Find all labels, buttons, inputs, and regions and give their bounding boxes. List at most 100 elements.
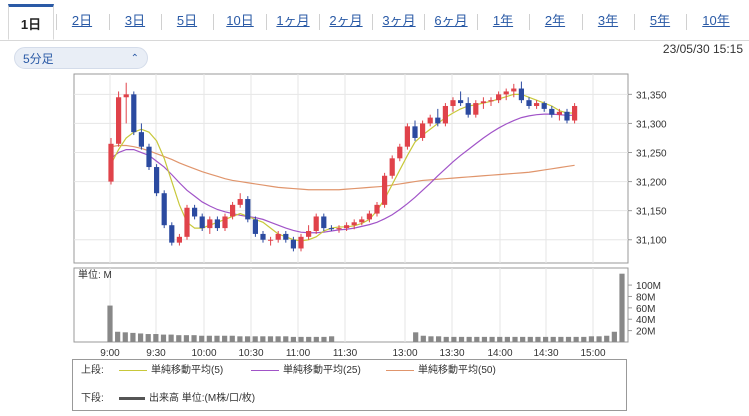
volume-bar [435, 336, 442, 342]
candle-body [108, 143, 114, 182]
ma50-line [110, 144, 575, 191]
volume-bar [153, 334, 159, 342]
price-tick-label: 31,100 [636, 236, 667, 247]
candle-body [511, 88, 517, 92]
interval-select[interactable]: 5分足 ⌃ [14, 47, 148, 69]
volume-bar [451, 336, 457, 342]
x-tick-label: 13:00 [392, 348, 417, 359]
volume-bar [283, 336, 289, 342]
tab-separator [56, 14, 57, 30]
legend-ma50-label: 単純移動平均(50) [418, 365, 496, 376]
candle-body [123, 94, 129, 98]
volume-bar [329, 336, 335, 342]
volume-panel [73, 267, 629, 343]
volume-bar [298, 336, 304, 342]
candle-body [556, 111, 562, 115]
candle-body [230, 204, 236, 217]
candle-body [382, 175, 388, 205]
tab-8[interactable]: 3ヶ月 [382, 13, 416, 28]
x-tick-label: 15:00 [580, 348, 605, 359]
volume-bar [267, 336, 274, 342]
legend-ma5: 単純移動平均(5) [119, 364, 223, 378]
price-tick-label: 31,350 [636, 90, 667, 101]
candle-body [480, 101, 486, 104]
tab-12[interactable]: 3年 [597, 13, 619, 28]
candle-body [374, 204, 380, 214]
legend-ma25: 単純移動平均(25) [251, 364, 361, 378]
candle-body [526, 100, 532, 106]
volume-bar [611, 331, 617, 342]
price-tick-label: 31,200 [636, 178, 667, 189]
tab-7[interactable]: 2ヶ月 [329, 13, 363, 28]
candle-body [496, 94, 502, 101]
tab-separator [582, 14, 583, 30]
legend-volume: 出来高 単位:(M株/口/枚) [119, 392, 255, 406]
candle-body [169, 225, 175, 243]
volume-bar [160, 334, 167, 342]
tab-1[interactable]: 1日 [8, 4, 54, 40]
volume-bar [573, 336, 579, 342]
volume-bar [565, 336, 572, 342]
candle-body [192, 207, 198, 217]
x-tick-label: 9:30 [146, 348, 166, 359]
candle-body [458, 100, 464, 104]
x-tick-label: 14:00 [487, 348, 512, 359]
tab-2[interactable]: 2日 [71, 13, 93, 28]
volume-bar [527, 336, 533, 342]
volume-bar [313, 336, 319, 342]
tab-13[interactable]: 5年 [649, 13, 671, 28]
candle-body [268, 239, 274, 241]
volume-bar [115, 331, 121, 342]
candle-body [336, 228, 342, 230]
x-tick-label: 11:30 [333, 348, 358, 359]
volume-tick-label: 60M [636, 304, 655, 315]
legend-ma25-label: 単純移動平均(25) [283, 365, 361, 376]
tab-14[interactable]: 10年 [702, 13, 730, 28]
tab-separator [319, 14, 320, 30]
x-tick-label: 14:30 [533, 348, 558, 359]
x-tick-label: 13:30 [439, 348, 464, 359]
candle-body [518, 88, 524, 101]
volume-bar [176, 335, 182, 342]
tab-6[interactable]: 1ヶ月 [276, 13, 310, 28]
candle-body [420, 123, 426, 138]
candle-body [397, 146, 403, 159]
volume-bar [137, 333, 144, 342]
volume-tick-label: 40M [636, 315, 655, 326]
tab-3[interactable]: 3日 [124, 13, 146, 28]
volume-bar [183, 335, 190, 342]
volume-bar [122, 332, 128, 342]
tab-11[interactable]: 2年 [544, 13, 566, 28]
volume-bar [466, 336, 472, 342]
x-tick-label: 10:30 [238, 348, 263, 359]
candle-body [184, 207, 190, 237]
volume-bar [504, 336, 510, 342]
candle-body [351, 222, 357, 226]
volume-bar [275, 336, 281, 342]
ma25-line-swatch [251, 369, 279, 371]
volume-bar [290, 336, 297, 342]
candle-body [290, 239, 296, 249]
x-tick-label: 11:00 [286, 348, 311, 359]
candle-body [252, 219, 258, 234]
tab-4[interactable]: 5日 [176, 13, 198, 28]
volume-bar [558, 336, 564, 342]
candle-body [176, 236, 182, 243]
tab-9[interactable]: 6ヶ月 [434, 13, 468, 28]
candle-body [412, 126, 418, 138]
x-tick-label: 9:00 [100, 348, 120, 359]
candle-body [328, 228, 334, 230]
volume-bar [168, 334, 174, 342]
volume-bar [588, 336, 595, 342]
volume-bar [222, 335, 228, 342]
candle-body [199, 216, 205, 229]
tab-10[interactable]: 1年 [492, 13, 514, 28]
volume-bar [199, 335, 205, 342]
volume-bar [229, 335, 235, 342]
candle-body [534, 103, 540, 106]
candle-body [366, 213, 372, 220]
tab-5[interactable]: 10日 [226, 13, 254, 28]
candle-body [222, 216, 228, 229]
tab-separator [634, 14, 635, 30]
candle-body [389, 158, 395, 176]
